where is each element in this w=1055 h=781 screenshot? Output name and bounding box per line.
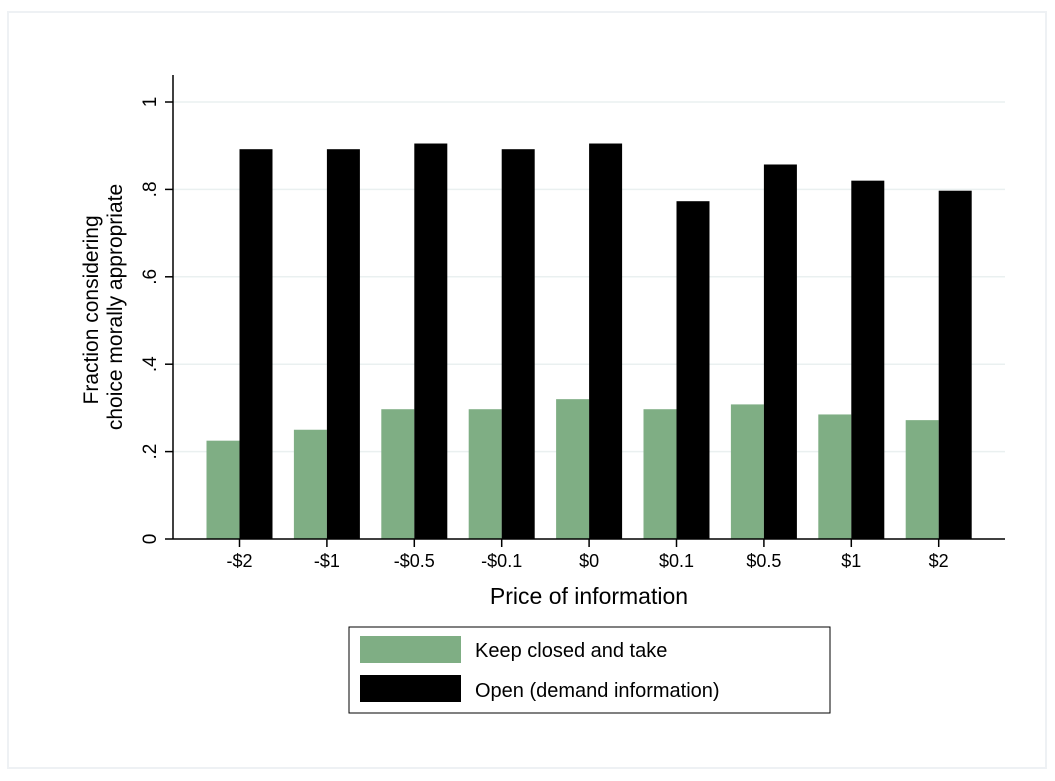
y-tick-label: .2 <box>140 444 161 460</box>
outer-frame <box>7 11 1047 769</box>
x-tick-label: $0.1 <box>659 551 694 571</box>
x-tick-label: -$1 <box>314 551 340 571</box>
x-tick-label: $1 <box>841 551 861 571</box>
legend: Keep closed and take Open (demand inform… <box>348 626 831 714</box>
y-axis-label-line-1: Fraction considering <box>80 215 103 404</box>
bar-open <box>851 180 885 539</box>
y-axis-label: Fraction considering choice morally appr… <box>80 184 127 430</box>
y-tick-label: 1 <box>140 97 161 108</box>
y-tick-label: .6 <box>140 269 161 285</box>
x-tick-label: -$0.5 <box>394 551 435 571</box>
x-tick-label: $0.5 <box>746 551 781 571</box>
legend-swatch-open <box>360 675 461 702</box>
y-tick-label: .8 <box>140 181 161 197</box>
bar-open <box>589 143 623 539</box>
x-tick-label: -$2 <box>226 551 252 571</box>
y-tick-label: .4 <box>140 356 161 372</box>
legend-label-open: Open (demand information) <box>475 680 720 702</box>
bar-keep-closed <box>206 440 240 539</box>
legend-swatch-keep-closed <box>360 636 461 663</box>
x-axis-label: Price of information <box>490 583 688 609</box>
y-tick-label: 0 <box>140 534 161 545</box>
bar-keep-closed <box>381 409 415 539</box>
bar-keep-closed <box>818 414 852 539</box>
bar-open <box>501 149 535 540</box>
x-tick-label: $2 <box>929 551 949 571</box>
bar-open <box>239 149 273 540</box>
bar-open <box>414 143 448 539</box>
bar-keep-closed <box>643 409 677 539</box>
bar-open <box>763 164 797 539</box>
bar-keep-closed <box>293 429 327 539</box>
x-ticks: -$2 -$1 -$0.5 -$0.1 $0 $0.1 $0.5 $1 $2 <box>226 539 949 571</box>
bar-open <box>676 201 710 539</box>
bar-keep-closed <box>556 399 590 539</box>
bar-keep-closed <box>468 409 502 539</box>
y-ticks: 0 .2 .4 .6 .8 1 <box>140 97 173 545</box>
y-axis-label-line-2: choice morally appropriate <box>104 184 127 430</box>
x-tick-label: $0 <box>579 551 599 571</box>
bar-open <box>938 190 972 539</box>
x-tick-label: -$0.1 <box>481 551 522 571</box>
bar-open <box>326 149 360 540</box>
bars <box>206 143 972 540</box>
legend-label-keep-closed: Keep closed and take <box>475 640 667 662</box>
bar-keep-closed <box>905 420 939 539</box>
bar-keep-closed <box>730 404 764 539</box>
